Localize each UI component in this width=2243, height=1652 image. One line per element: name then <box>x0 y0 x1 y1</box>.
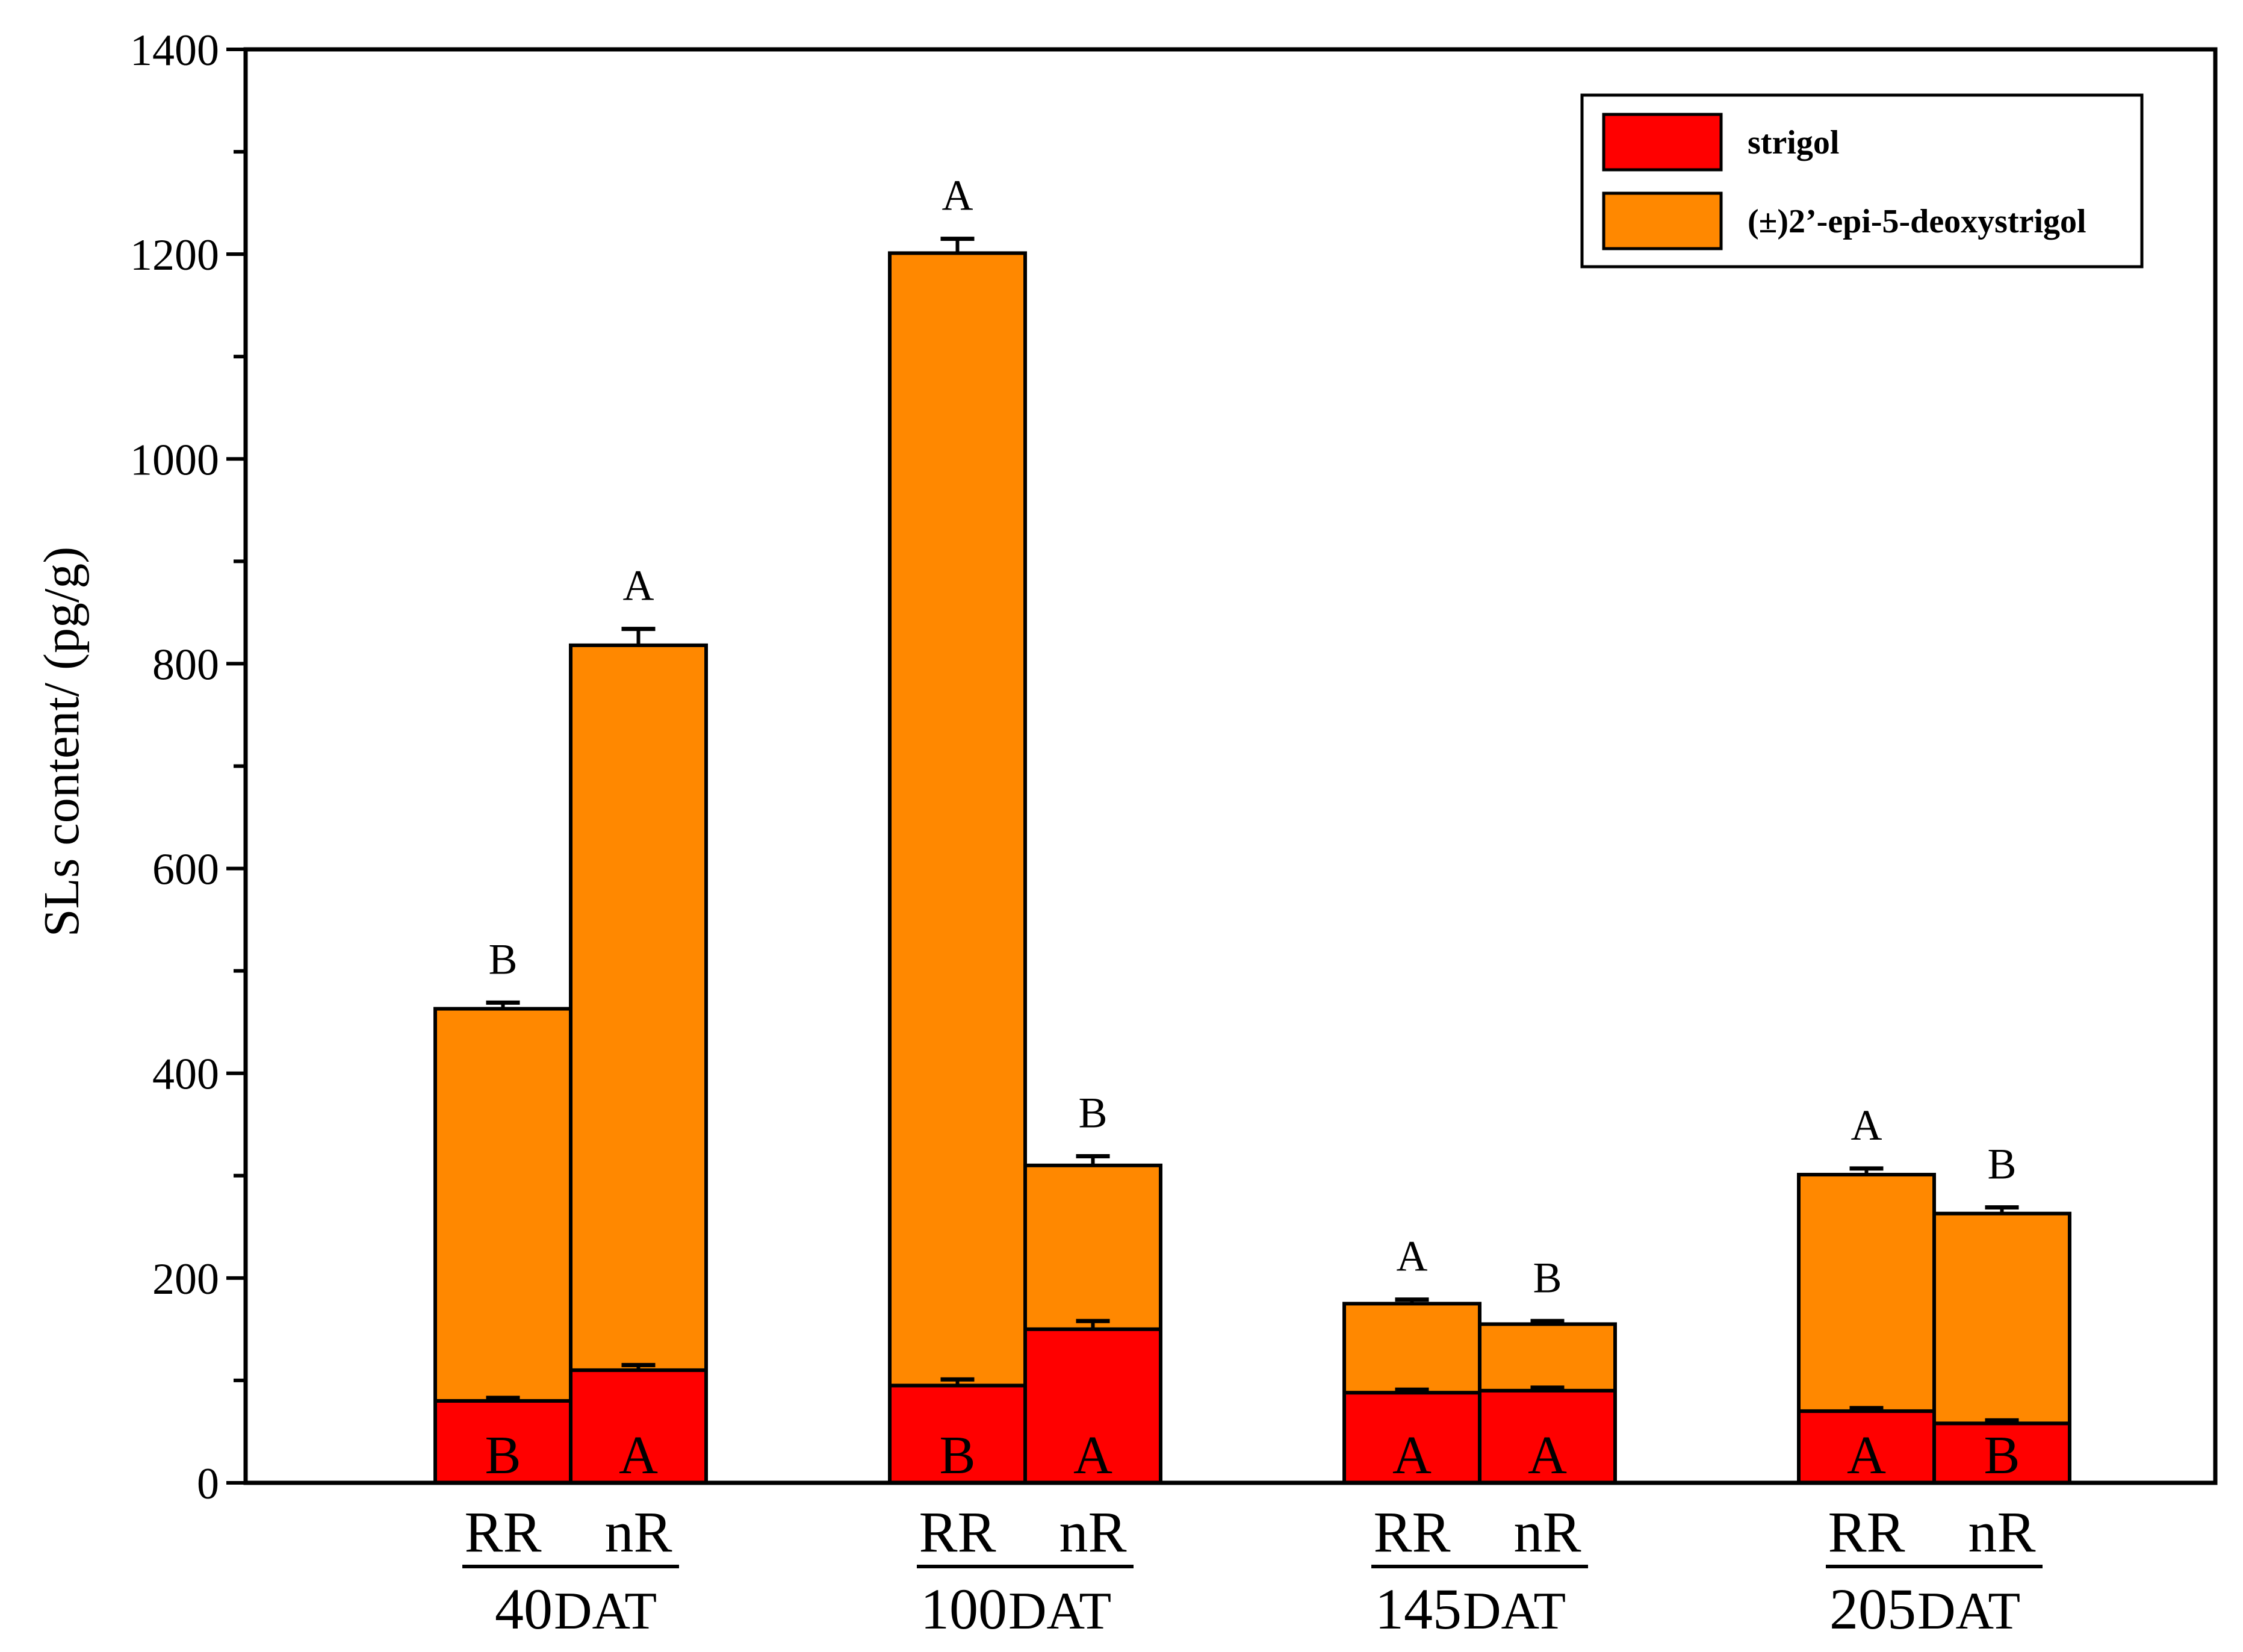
x-tick-label-nR: nR <box>1968 1500 2035 1564</box>
significance-letter-strigol: A <box>1073 1426 1112 1485</box>
group-day-label: 40 <box>495 1577 553 1641</box>
y-axis-label: SLs content/ (pg/g) <box>34 547 90 937</box>
group-day-label: 100 <box>920 1577 1007 1641</box>
bar-strigol-100-nR <box>1023 1327 1162 1485</box>
significance-letter-total: A <box>942 172 973 220</box>
y-tick-label: 1000 <box>130 435 219 485</box>
y-tick-label: 1400 <box>130 26 219 75</box>
legend-label-deoxystrigol: (±)2’-epi-5-deoxystrigol <box>1748 203 2086 240</box>
legend: strigol (±)2’-epi-5-deoxystrigol <box>1580 93 2144 269</box>
bar-deoxystrigol-205-RR <box>1797 1173 1936 1413</box>
bar-deoxystrigol-100-nR <box>1023 1163 1162 1331</box>
significance-letter-strigol: A <box>1847 1426 1886 1485</box>
significance-letter-strigol: A <box>1392 1426 1432 1485</box>
bar-deoxystrigol-40-nR <box>569 643 708 1372</box>
x-tick-label-RR: RR <box>1373 1500 1450 1564</box>
x-tick-label-nR: nR <box>604 1500 672 1564</box>
significance-letter-total: B <box>1987 1140 2016 1188</box>
x-tick-label-nR: nR <box>1513 1500 1581 1564</box>
significance-letter-total: A <box>1851 1101 1882 1149</box>
group-day-label: 145 <box>1375 1577 1462 1641</box>
bar-deoxystrigol-40-RR <box>433 1007 572 1403</box>
x-tick-label-RR: RR <box>1828 1500 1905 1564</box>
significance-letter-strigol: B <box>485 1426 521 1485</box>
significance-letter-strigol: B <box>939 1426 975 1485</box>
bar-strigol-205-nR <box>1932 1421 2071 1485</box>
y-tick-label: 1200 <box>130 231 219 280</box>
legend-swatch-deoxystrigol <box>1602 191 1723 250</box>
bar-strigol-145-RR <box>1342 1391 1481 1485</box>
x-tick-label-nR: nR <box>1059 1500 1126 1564</box>
y-tick-label: 200 <box>152 1255 219 1304</box>
significance-letter-strigol: A <box>1528 1426 1567 1485</box>
significance-letter-total: A <box>623 562 654 610</box>
y-tick-label: 0 <box>197 1459 219 1509</box>
significance-letter-strigol: A <box>619 1426 658 1485</box>
axes-layer <box>226 47 2218 1568</box>
legend-label-strigol: strigol <box>1748 124 1839 161</box>
y-tick-label: 800 <box>152 640 219 689</box>
significance-letter-total: B <box>1078 1088 1107 1137</box>
significance-letter-total: B <box>488 935 517 983</box>
bar-deoxystrigol-100-RR <box>888 251 1027 1388</box>
x-tick-label-RR: RR <box>919 1500 996 1564</box>
y-tick-label: 600 <box>152 845 219 895</box>
significance-letter-total: A <box>1397 1232 1428 1281</box>
bar-deoxystrigol-145-nR <box>1478 1322 1617 1393</box>
group-unit-label: DAT <box>1463 1582 1566 1641</box>
bar-deoxystrigol-205-nR <box>1932 1211 2071 1426</box>
group-unit-label: DAT <box>1917 1582 2020 1641</box>
y-tick-label: 400 <box>152 1050 219 1099</box>
significance-letter-total: B <box>1533 1253 1562 1302</box>
significance-letter-strigol: B <box>1984 1426 2020 1485</box>
group-day-label: 205 <box>1829 1577 1916 1641</box>
legend-swatch-strigol <box>1602 113 1723 172</box>
group-unit-label: DAT <box>554 1582 657 1641</box>
bars-layer <box>433 237 2071 1485</box>
x-tick-label-RR: RR <box>464 1500 541 1564</box>
group-unit-label: DAT <box>1008 1582 1111 1641</box>
bar-deoxystrigol-145-RR <box>1342 1302 1481 1395</box>
